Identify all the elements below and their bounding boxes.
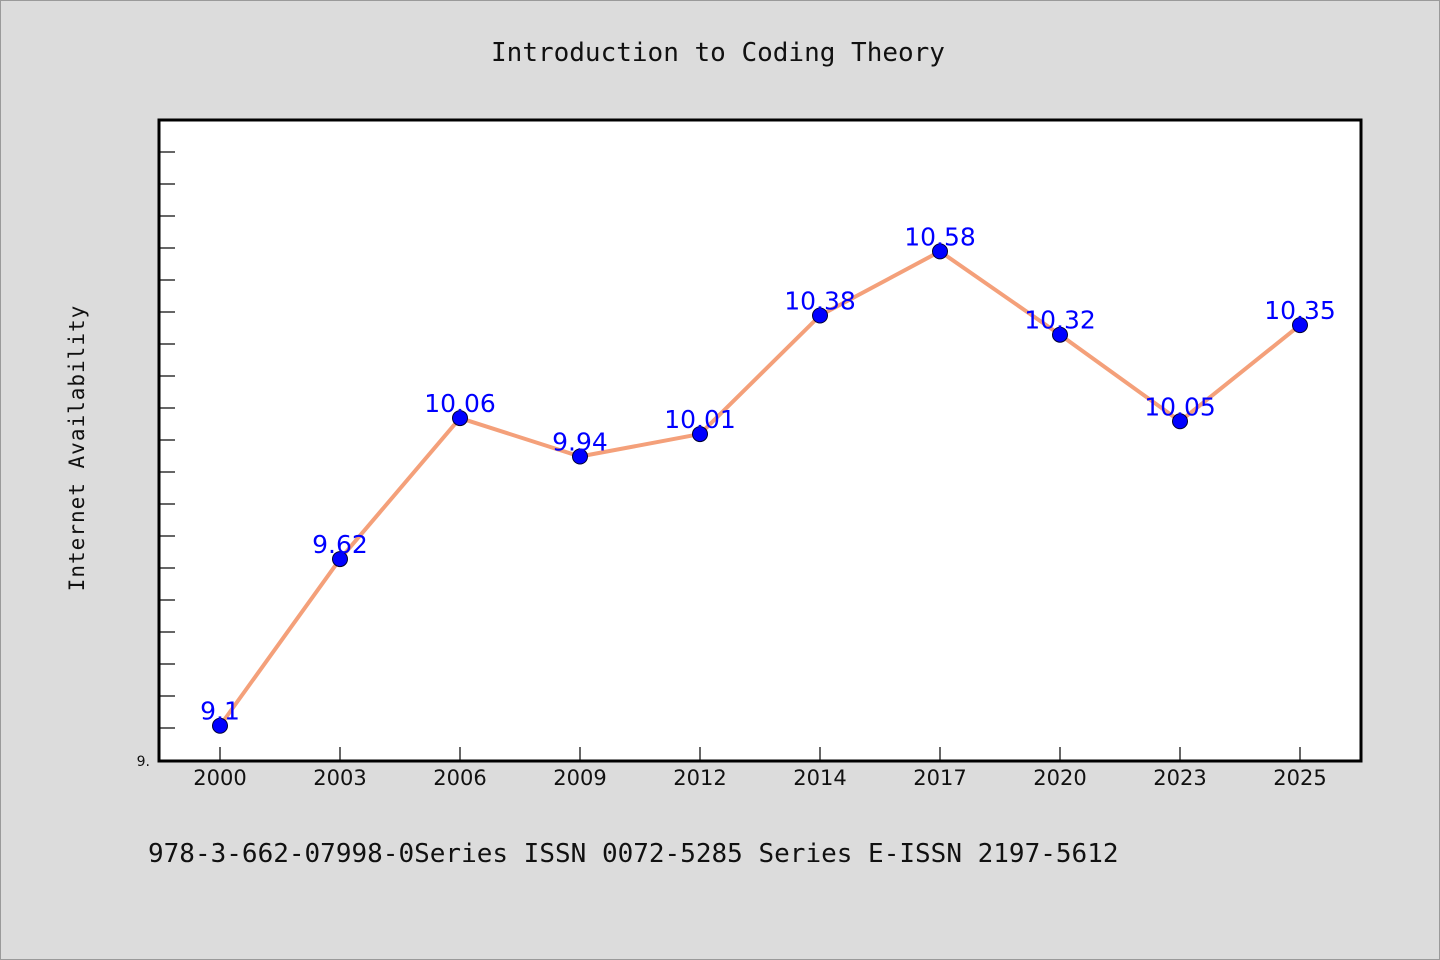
footer-isbn-issn: 978-3-662-07998-0Series ISSN 0072-5285 S…	[148, 839, 1119, 869]
y-axis-label: Internet Availability	[65, 305, 89, 592]
x-tick-label: 2020	[1033, 766, 1086, 790]
x-tick-label: 2006	[433, 766, 486, 790]
data-label: 10.38	[784, 287, 856, 316]
data-point	[692, 426, 708, 443]
data-point	[812, 307, 828, 324]
data-point	[212, 717, 228, 734]
data-series	[212, 243, 1308, 734]
x-tick-label: 2023	[1153, 766, 1206, 790]
data-point	[572, 448, 588, 465]
data-point	[332, 551, 348, 568]
x-tick-label: 2025	[1273, 766, 1326, 790]
data-point	[1052, 326, 1068, 343]
data-label: 10.01	[664, 405, 736, 434]
x-tick-label: 2017	[913, 766, 966, 790]
x-tick-label: 2009	[553, 766, 606, 790]
data-point	[452, 410, 468, 427]
data-label: 10.05	[1144, 392, 1216, 421]
plot-area	[157, 118, 1363, 763]
x-tick-label: 2000	[193, 766, 246, 790]
x-tick-label: 2003	[313, 766, 366, 790]
data-point	[1292, 317, 1308, 334]
data-label: 10.35	[1264, 296, 1336, 325]
data-labels: 9.1 9.62 10.06 9.94 10.01 10.38 10.58 10.32 10.0…	[200, 222, 1336, 725]
series-line	[218, 249, 1302, 728]
data-label: 9.94	[552, 428, 608, 457]
data-label: 10.06	[424, 389, 496, 418]
data-point	[1172, 413, 1188, 430]
y-tick-label: 9.	[137, 754, 150, 770]
data-label: 10.32	[1024, 306, 1096, 335]
data-label: 9.1	[200, 697, 240, 726]
axis-ticks: 9. 2000 2003 2006 2009 2012 2014 2017 2020 2023 20…	[137, 151, 1327, 790]
data-label: 10.58	[904, 222, 976, 251]
data-point	[932, 243, 948, 260]
chart-title: Introduction to Coding Theory	[491, 38, 945, 68]
x-tick-label: 2012	[673, 766, 726, 790]
data-label: 9.62	[312, 530, 368, 559]
x-tick-label: 2014	[793, 766, 846, 790]
